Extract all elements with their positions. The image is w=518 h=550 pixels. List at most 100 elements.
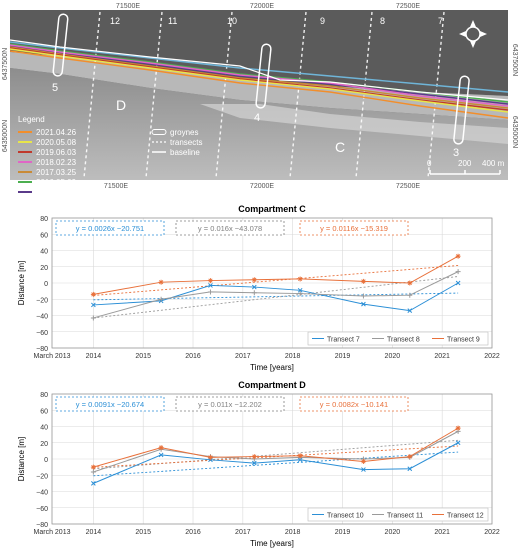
compartment-c-x-tick-label: 2018: [285, 353, 301, 360]
compartment-c-y-tick-label: 0: [44, 281, 48, 288]
map-top-coord-1: 71500E: [116, 3, 140, 10]
marker-x-icon: [361, 467, 366, 472]
marker-star-icon: [297, 453, 303, 459]
legend-label: 2016.05.09: [36, 178, 77, 187]
map-left-coord-1: 6437500N: [2, 48, 9, 80]
map-bottom-coord-1: 71500E: [104, 183, 128, 190]
compartment-d-x-tick-label: 2021: [434, 529, 450, 536]
compartment-d-x-tick-label: 2022: [484, 529, 500, 536]
compartment-d-data-point: [297, 453, 303, 459]
compartment-d-equation-box-3: [299, 396, 409, 412]
compartment-c-x-tick-label: 2016: [185, 353, 201, 360]
compartment-d-y-tick-label: 40: [40, 425, 48, 432]
compartment-d-x-tick-label: 2018: [285, 529, 301, 536]
compartment-c-data-point: [90, 315, 96, 321]
map-top-coord-2: 72000E: [250, 3, 274, 10]
compartment-d-x-tick-label: 2014: [86, 529, 102, 536]
shoreline-2019: [9, 47, 509, 111]
groyne-icon: [151, 129, 167, 135]
legend-label: transects: [170, 138, 202, 147]
compartment-d-x-tick-label: 2019: [335, 529, 351, 536]
map-bottom-coord-2: 72000E: [250, 183, 274, 190]
compartment-d-data-point: [407, 466, 413, 472]
compartment-c-x-tick-label: 2021: [434, 353, 450, 360]
compartment-d-equation-box-1: [55, 396, 165, 412]
compartment-c-data-point: [361, 301, 366, 307]
compartment-c-data-point: [251, 284, 257, 290]
transect-number-12: 12: [110, 16, 120, 26]
compartment-d-data-point: [361, 467, 366, 472]
compartment-c-series-line-2: [93, 271, 459, 319]
transect-number-8: 8: [380, 16, 385, 26]
groyne-3: [453, 75, 470, 145]
compartment-c-legend-label: Transect 7: [327, 337, 360, 344]
marker-star-icon: [455, 253, 461, 259]
compartment-d-x-tick-label: 2017: [235, 529, 251, 536]
marker-star-icon: [407, 280, 413, 286]
compartment-c-y-tick-label: 20: [40, 265, 48, 272]
map-right-coord-2: 6435000N: [511, 116, 518, 148]
compartment-c-x-tick-label: March 2013: [34, 353, 71, 360]
compartment-c-y-axis-label: Distance [m]: [17, 261, 26, 305]
compartment-d-x-axis-label: Time [years]: [250, 539, 294, 548]
marker-star-icon: [360, 278, 366, 284]
compartment-d-legend-label: Transect 12: [447, 513, 484, 520]
marker-x-icon: [158, 452, 164, 458]
compartment-d-x-tick-label: 2020: [385, 529, 401, 536]
compartment-d-y-axis-label: Distance [m]: [17, 437, 26, 481]
transect-number-10: 10: [227, 16, 237, 26]
compartment-label-c: C: [335, 139, 345, 155]
compartment-d-title: Compartment D: [238, 380, 306, 390]
compartment-c-data-point: [407, 292, 413, 298]
compartment-d-data-point: [90, 469, 96, 475]
compartment-c-data-point: [455, 269, 461, 275]
compartment-c-x-tick-label: 2019: [335, 353, 351, 360]
groyne-number-3: 3: [453, 147, 459, 159]
compartment-c-trendline-2: [93, 276, 459, 319]
compartment-c-data-point: [407, 280, 413, 286]
marker-plus-icon: [90, 469, 96, 475]
marker-plus-icon: [455, 269, 461, 275]
compartment-c-data-point: [360, 293, 366, 299]
compartment-d-data-point: [407, 454, 413, 460]
compartment-c-data-point: [455, 280, 461, 286]
compartment-c-data-point: [297, 291, 303, 297]
compartment-c-y-tick-label: 80: [40, 216, 48, 223]
marker-x-icon: [251, 284, 257, 290]
compartment-d-trendline-3: [93, 445, 459, 468]
land-area: [10, 10, 508, 96]
compartment-c-trendline-3: [93, 265, 459, 296]
groyne-5: [52, 13, 69, 77]
marker-plus-icon: [407, 292, 413, 298]
shorelines: [9, 39, 509, 119]
marker-star-icon: [407, 454, 413, 460]
shoreline-2015: [9, 45, 509, 105]
marker-plus-icon: [158, 296, 164, 302]
shoreline-2014: [9, 41, 509, 93]
compartment-c-equation-3: y = 0.0116x −15.319: [320, 224, 388, 233]
compartment-c-equation-box-3: [299, 220, 409, 236]
compartment-c-y-tick-label: −40: [36, 314, 48, 321]
marker-star-icon: [207, 278, 213, 284]
compartment-c-x-tick-label: 2017: [235, 353, 251, 360]
compartment-c-data-point: [407, 308, 413, 313]
compartment-c-x-tick-label: 2022: [484, 353, 500, 360]
legend-label: 2017.03.25: [36, 168, 77, 177]
compartment-c-x-tick-label: 2020: [385, 353, 401, 360]
compartment-c-equation-box-2: [175, 220, 285, 236]
shoreline-2020: [9, 48, 509, 113]
compartment-c-legend-label: Transect 8: [387, 337, 420, 344]
legend-title: Legend: [18, 115, 45, 124]
compartment-c-y-tick-label: 60: [40, 232, 48, 239]
legend-label: 2018.02.23: [36, 158, 77, 167]
compartment-d-series-line-1: [93, 442, 459, 484]
marker-x-icon: [251, 460, 257, 466]
compartment-d-x-tick-label: 2015: [135, 529, 151, 536]
compartment-d-equation-2: y = 0.011x −12.202: [198, 400, 262, 409]
groyne-number-5: 5: [52, 82, 58, 94]
map-right-coord-1: 6437500N: [511, 44, 518, 76]
compartment-d-data-point: [90, 464, 96, 470]
compartment-c-x-tick-label: 2014: [86, 353, 102, 360]
compartment-c-data-point: [360, 278, 366, 284]
marker-x-icon: [361, 301, 366, 307]
